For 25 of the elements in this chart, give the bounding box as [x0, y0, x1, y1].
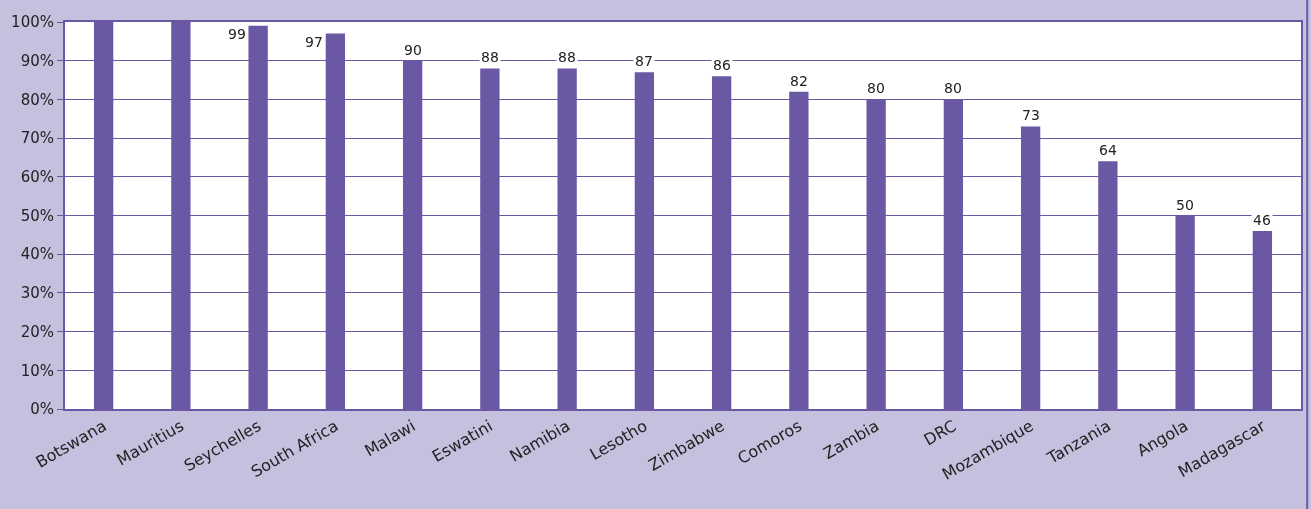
data-label: 97 [305, 34, 323, 50]
data-label: 50 [1176, 197, 1194, 213]
data-label: 90 [404, 42, 422, 58]
y-tick-label: 60% [20, 168, 54, 187]
data-label: 82 [790, 73, 808, 89]
data-label: 88 [481, 49, 499, 65]
y-tick-label: 50% [20, 206, 54, 225]
data-label: 88 [558, 49, 576, 65]
data-label: 87 [635, 53, 653, 69]
y-tick-label: 20% [20, 322, 54, 341]
data-label: 80 [944, 80, 962, 96]
data-label: 86 [713, 57, 731, 73]
y-tick-label: 80% [20, 90, 54, 109]
y-tick-label: 90% [20, 51, 54, 70]
y-tick-label: 0% [30, 400, 54, 419]
data-label: 99 [228, 26, 246, 42]
y-tick-label: 40% [20, 245, 54, 264]
y-tick-label: 10% [20, 361, 54, 380]
data-label: 73 [1022, 107, 1040, 123]
data-label: 64 [1099, 142, 1117, 158]
y-tick-label: 100% [11, 13, 54, 32]
y-tick-label: 70% [20, 129, 54, 148]
y-tick-label: 30% [20, 284, 54, 303]
data-label: 46 [1253, 212, 1271, 228]
data-label: 80 [867, 80, 885, 96]
